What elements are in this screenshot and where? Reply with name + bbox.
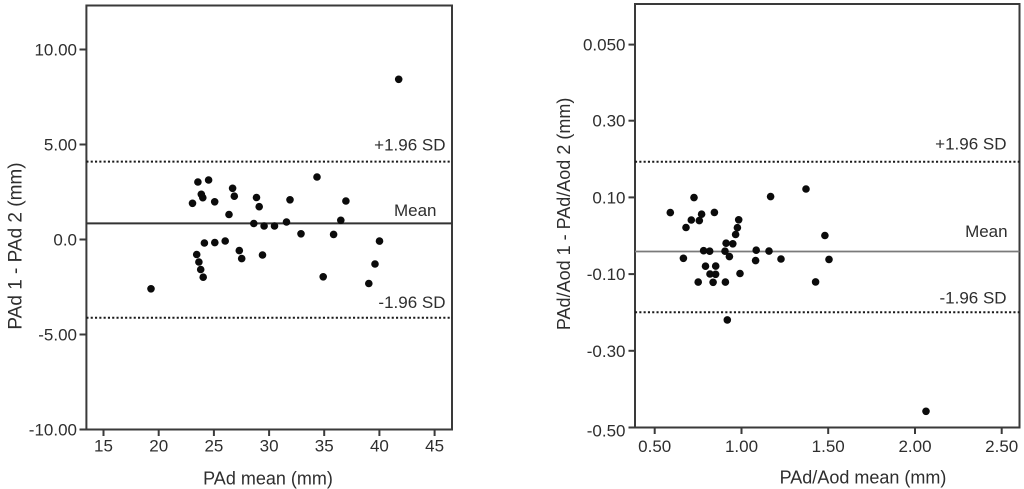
svg-text:-1.96 SD: -1.96 SD (940, 289, 1007, 308)
svg-text:Mean: Mean (965, 222, 1008, 241)
svg-text:2.00: 2.00 (898, 437, 931, 456)
svg-text:5.00: 5.00 (44, 136, 77, 155)
svg-text:PAd mean (mm): PAd mean (mm) (203, 469, 333, 489)
svg-text:PAd 1 - PAd 2 (mm): PAd 1 - PAd 2 (mm) (6, 162, 27, 329)
svg-text:0.50: 0.50 (638, 437, 671, 456)
svg-text:PAd/Aod mean (mm): PAd/Aod mean (mm) (780, 468, 947, 488)
svg-text:+1.96 SD: +1.96 SD (935, 135, 1006, 154)
svg-text:0.050: 0.050 (583, 36, 626, 55)
svg-text:0.10: 0.10 (592, 188, 625, 207)
svg-text:30: 30 (260, 437, 279, 456)
svg-text:20: 20 (149, 437, 168, 456)
svg-text:25: 25 (204, 437, 223, 456)
svg-text:45: 45 (425, 437, 444, 456)
svg-text:Mean: Mean (394, 201, 437, 220)
svg-text:-10.00: -10.00 (29, 421, 77, 440)
svg-text:-0.50: -0.50 (587, 422, 626, 441)
svg-text:2.50: 2.50 (985, 437, 1018, 456)
svg-text:35: 35 (315, 437, 334, 456)
svg-text:PAd/Aod 1 - PAd/Aod 2 (mm): PAd/Aod 1 - PAd/Aod 2 (mm) (554, 98, 574, 330)
svg-text:-5.00: -5.00 (38, 326, 77, 345)
svg-text:1.50: 1.50 (812, 437, 845, 456)
svg-text:-0.10: -0.10 (587, 265, 626, 284)
svg-text:1.00: 1.00 (725, 437, 758, 456)
svg-text:10.00: 10.00 (34, 41, 77, 60)
svg-text:+1.96 SD: +1.96 SD (374, 136, 445, 155)
svg-text:-1.96 SD: -1.96 SD (378, 293, 445, 312)
svg-text:15: 15 (94, 437, 113, 456)
svg-text:0.0: 0.0 (53, 231, 77, 250)
svg-text:-0.30: -0.30 (587, 342, 626, 361)
svg-text:0.30: 0.30 (592, 112, 625, 131)
svg-text:40: 40 (370, 437, 389, 456)
